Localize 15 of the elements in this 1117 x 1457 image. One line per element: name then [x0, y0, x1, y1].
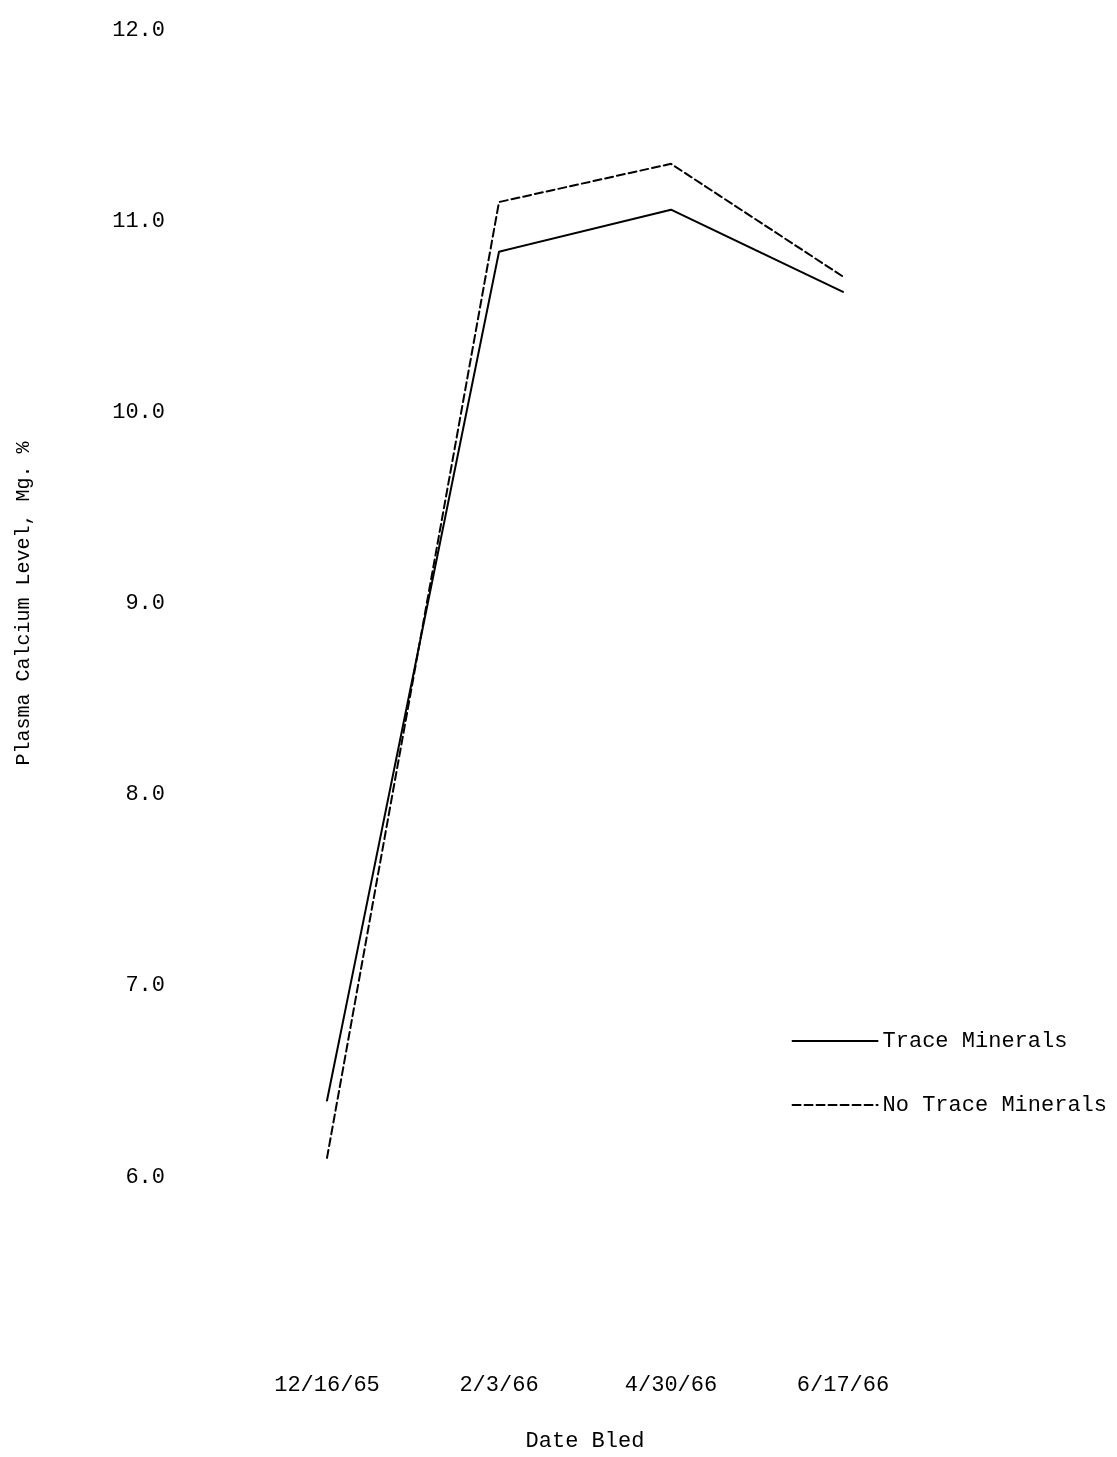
x-axis-title: Date Bled [525, 1428, 645, 1454]
y-tick-label: 7.0 [125, 973, 165, 999]
y-tick-label: 11.0 [112, 208, 165, 234]
y-tick-label: 12.0 [112, 17, 165, 43]
y-tick-label: 10.0 [112, 399, 165, 425]
legend-label: No Trace Minerals [882, 1092, 1107, 1118]
x-tick-label: 6/17/66 [796, 1372, 890, 1398]
x-tick-label: 12/16/65 [274, 1372, 380, 1398]
legend-label: Trace Minerals [882, 1028, 1068, 1054]
y-axis-title: Plasma Calcium Level, Mg. % [11, 440, 35, 766]
y-tick-label: 9.0 [125, 591, 165, 616]
y-tick-label: 6.0 [125, 1164, 165, 1190]
x-tick-label: 2/3/66 [459, 1372, 539, 1398]
x-tick-label: 4/30/66 [624, 1372, 718, 1398]
y-tick-label: 8.0 [125, 782, 165, 808]
